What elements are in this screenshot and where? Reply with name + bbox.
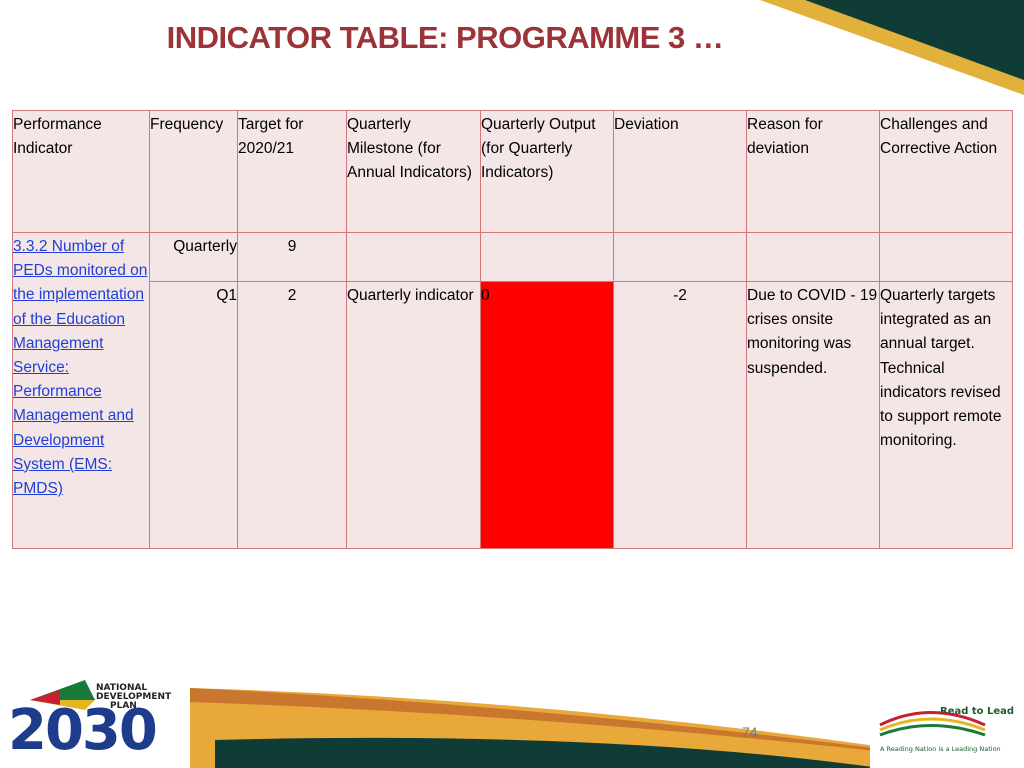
rtl-title: Read to Lead xyxy=(940,706,1015,717)
target-cell: 9 xyxy=(237,232,347,282)
frequency-cell: Q1 xyxy=(149,281,238,549)
book-arc xyxy=(879,717,986,732)
empty-cell xyxy=(879,232,1013,282)
header-cell: Deviation xyxy=(613,110,747,233)
header-cell: Target for 2020/21 xyxy=(237,110,347,233)
book-arc xyxy=(879,711,986,727)
flag-mark xyxy=(30,690,60,705)
ndp-line: NATIONAL xyxy=(96,683,148,693)
slide-title: INDICATOR TABLE: PROGRAMME 3 … xyxy=(166,20,724,55)
bottom-green-swoosh xyxy=(215,737,880,768)
target-cell: 2 xyxy=(237,281,347,549)
book-arc xyxy=(879,724,986,737)
header-row: Performance Indicator Frequency Target f… xyxy=(12,110,1013,233)
challenges-cell: Quarterly targets integrated as an annua… xyxy=(879,281,1013,549)
header-cell: Quarterly Milestone (for Annual Indicato… xyxy=(346,110,481,233)
header-cell: Challenges and Corrective Action xyxy=(879,110,1013,233)
empty-cell xyxy=(746,232,880,282)
frequency-cell: Quarterly xyxy=(149,232,238,282)
header-cell: Quarterly Output (for Quarterly Indicato… xyxy=(480,110,614,233)
output-cell: 0 xyxy=(480,281,614,549)
page-number: 74 xyxy=(742,724,758,740)
ndp-line: DEVELOPMENT xyxy=(96,692,172,702)
header-cell: Reason for deviation xyxy=(746,110,880,233)
quarter-row: Q1 2 Quarterly indicator 0 -2 Due to COV… xyxy=(13,281,1013,549)
empty-cell xyxy=(613,232,747,282)
rtl-tagline: A Reading Nation is a Leading Nation xyxy=(880,745,1001,753)
logo-bg xyxy=(0,668,190,768)
logo-bg xyxy=(870,690,1024,768)
top-green-swoosh xyxy=(805,0,1024,80)
ndp-year: 2030 xyxy=(8,698,158,763)
reason-cell: Due to COVID - 19 crises onsite monitori… xyxy=(746,281,880,549)
header-cell: Performance Indicator xyxy=(12,110,150,233)
indicator-cell: 3.3.2 Number of PEDs monitored on the im… xyxy=(12,232,150,549)
ndp-text: NATIONAL DEVELOPMENT PLAN xyxy=(96,684,171,711)
milestone-cell: Quarterly indicator xyxy=(346,281,481,549)
ndp-line: PLAN xyxy=(110,701,137,711)
annual-row: 3.3.2 Number of PEDs monitored on the im… xyxy=(12,232,1013,549)
indicator-table: Performance Indicator Frequency Target f… xyxy=(12,110,1013,549)
header-cell: Frequency xyxy=(149,110,238,233)
deviation-cell: -2 xyxy=(613,281,747,549)
empty-cell xyxy=(346,232,481,282)
indicator-link[interactable]: 3.3.2 Number of PEDs monitored on the im… xyxy=(13,238,148,498)
bottom-orange-swoosh xyxy=(190,688,1024,768)
empty-cell xyxy=(480,232,614,282)
